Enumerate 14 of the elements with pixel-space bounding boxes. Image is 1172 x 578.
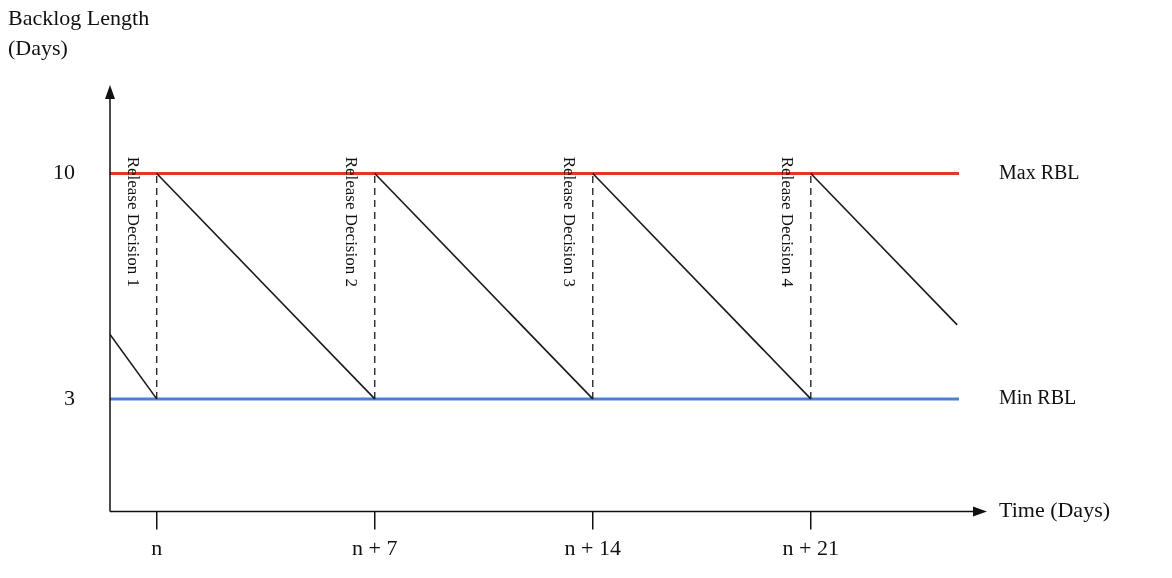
annotation: Release Decision 3 bbox=[560, 156, 580, 287]
x-axis-title: Time (Days) bbox=[999, 497, 1111, 523]
annotation: Release Decision 2 bbox=[342, 156, 362, 287]
annotation: Release Decision 4 bbox=[778, 156, 798, 288]
x-tick-label: n + 21 bbox=[782, 534, 840, 560]
y-axis-title: Backlog Length (Days) bbox=[8, 4, 150, 60]
y-tick-label: 3 bbox=[64, 384, 75, 410]
x-tick-label: n + 7 bbox=[352, 534, 398, 560]
x-tick-label: n bbox=[151, 534, 163, 560]
ref-line-label: Min RBL bbox=[999, 386, 1077, 409]
x-tick-label: n + 14 bbox=[564, 534, 621, 560]
y-tick-label: 10 bbox=[53, 159, 75, 185]
annotation: Release Decision 1 bbox=[124, 156, 144, 287]
ref-line-label: Max RBL bbox=[999, 160, 1080, 183]
